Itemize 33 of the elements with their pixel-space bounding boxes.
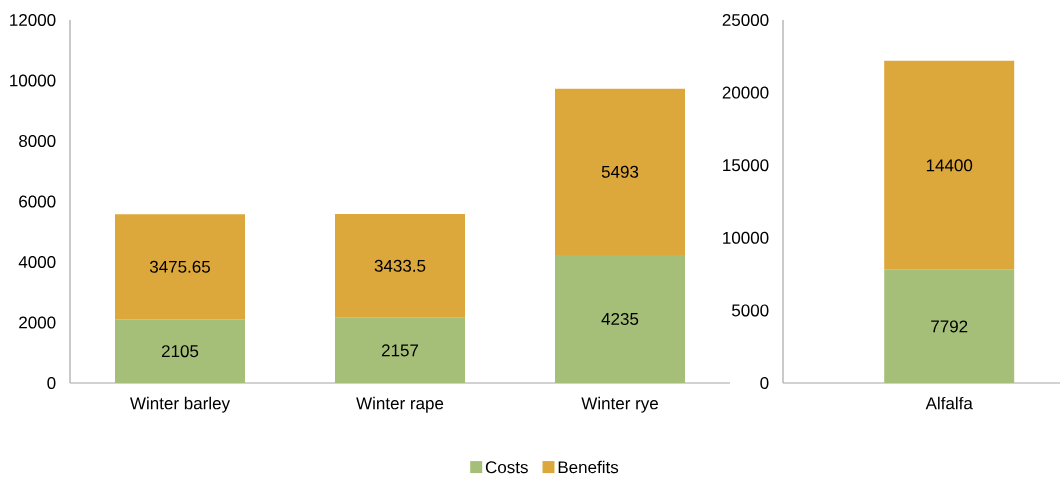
legend-label: Costs xyxy=(485,461,528,474)
x-tick-label: Winter rape xyxy=(356,396,444,413)
data-label: 3475.65 xyxy=(149,260,210,273)
data-label: 2105 xyxy=(161,345,199,358)
y-tick-label: 10000 xyxy=(723,231,769,244)
y-tick-label: 25000 xyxy=(722,13,769,27)
data-label: 5493 xyxy=(601,165,639,178)
y-tick-label: 20000 xyxy=(722,86,769,99)
data-label: 2157 xyxy=(381,344,419,357)
y-tick-label: 10000 xyxy=(10,74,56,87)
y-tick-label: 6000 xyxy=(19,195,56,208)
data-label: 4235 xyxy=(601,312,639,325)
legend-label: Benefits xyxy=(558,460,619,474)
y-tick-label: 2000 xyxy=(19,316,56,329)
x-tick-label: Winter barley xyxy=(130,396,231,413)
bar xyxy=(335,317,466,383)
y-tick-label: 8000 xyxy=(19,134,56,148)
bar xyxy=(555,88,686,255)
bar xyxy=(335,213,466,318)
data-label: 3433.5 xyxy=(374,259,426,272)
bar xyxy=(115,214,246,320)
x-tick-label: Alfalfa xyxy=(925,396,973,410)
y-tick-label: 0 xyxy=(760,376,769,390)
y-tick-label: 4000 xyxy=(18,255,56,269)
data-label: 14400 xyxy=(926,159,973,172)
y-tick-label: 12000 xyxy=(10,13,56,27)
bar xyxy=(115,319,246,383)
x-tick-label: Winter rye xyxy=(581,396,658,413)
y-tick-label: 15000 xyxy=(723,159,769,172)
data-label: 7792 xyxy=(931,320,968,333)
y-tick-label: 5000 xyxy=(732,304,769,317)
bar xyxy=(555,254,686,383)
y-tick-label: 0 xyxy=(47,376,56,390)
